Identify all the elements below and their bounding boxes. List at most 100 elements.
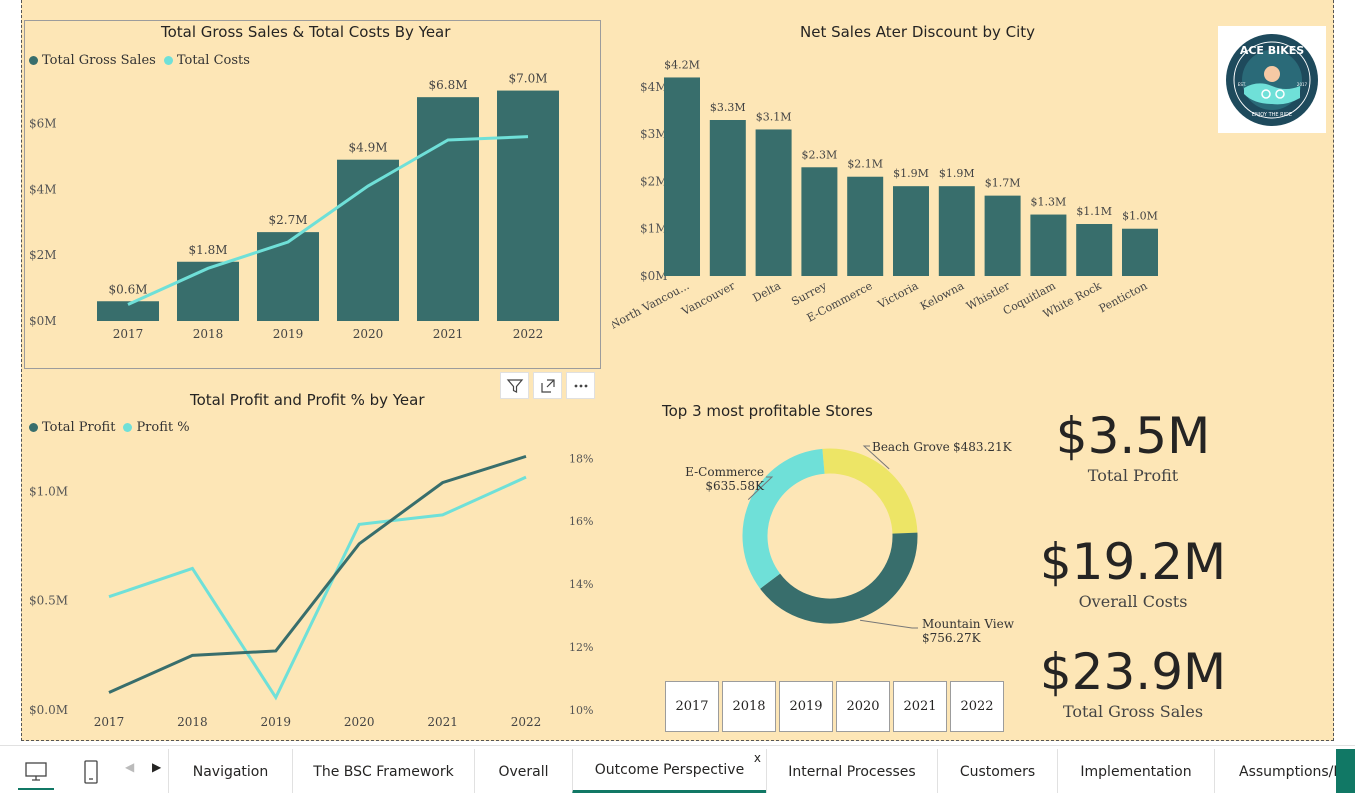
tabs-scroll-left-icon[interactable]: ◀	[125, 760, 135, 774]
slice-label-value: $756.27K	[922, 631, 982, 645]
kpi-label: Overall Costs	[1078, 592, 1188, 611]
gross-sales-costs-chart: $0M $2M $4M $6M $0.6M 2017 $1.8M 2018 $2.7M 2019 $…	[29, 72, 559, 341]
y-tick-label: $3M	[640, 127, 668, 141]
y-tick-label: $4M	[640, 80, 668, 94]
slice-label-value: $483.21K	[953, 440, 1013, 454]
bar-data-label: $0.6M	[108, 282, 147, 296]
city-sales-bar	[755, 129, 792, 276]
legend-item-profit-pct: Profit %	[136, 420, 190, 435]
gross-sales-bar	[257, 232, 319, 321]
bar-data-label: $1.0M	[1122, 210, 1158, 223]
y-tick-label: $4M	[29, 182, 57, 196]
x-tick-label: 2017	[113, 327, 144, 341]
gross-chart-legend[interactable]: Total Gross Sales Total Costs	[29, 53, 250, 68]
filter-icon[interactable]	[500, 372, 529, 399]
kpi-value: $19.2M	[1039, 533, 1227, 591]
tab-assumptions[interactable]: Assumptions/L	[1214, 749, 1336, 793]
y-tick-label: $2M	[640, 174, 668, 188]
x-tick-label: 2022	[513, 327, 544, 341]
tab-label: Overall	[498, 763, 549, 780]
svg-text:2017: 2017	[1297, 82, 1308, 87]
tab-bar-edge	[1336, 749, 1355, 793]
slice-leader-line	[859, 619, 918, 629]
y-left-tick-label: $1.0M	[29, 484, 68, 498]
year-slicer-2022[interactable]: 2022	[950, 681, 1004, 732]
bar-data-label: $6.8M	[428, 78, 467, 92]
svg-text:EST.: EST.	[1238, 82, 1246, 87]
y-right-tick-label: 14%	[569, 578, 593, 591]
y-right-tick-label: 10%	[569, 704, 593, 717]
tab-customers[interactable]: Customers	[937, 749, 1057, 793]
x-tick-label: 2020	[353, 327, 384, 341]
profit-chart: $0.0M $0.5M $1.0M 10% 12% 14% 16% 18% 2017 2018 20…	[29, 452, 593, 729]
donut-slice	[742, 448, 825, 589]
tab-label: Customers	[959, 763, 1036, 780]
stores-chart-title: Top 3 most profitable Stores	[662, 402, 873, 420]
slice-label-name: Beach Grove	[872, 440, 950, 454]
tab-label: The BSC Framework	[313, 763, 454, 780]
city-sales-bar	[1076, 224, 1113, 276]
legend-dot-icon	[123, 423, 133, 432]
profit-chart-legend[interactable]: Total Profit Profit %	[29, 420, 190, 435]
tab-label: Navigation	[192, 763, 269, 780]
tab-bsc-framework[interactable]: The BSC Framework	[292, 749, 474, 793]
year-slicer-2020[interactable]: 2020	[836, 681, 890, 732]
year-slicer-2019[interactable]: 2019	[779, 681, 833, 732]
bar-data-label: $2.3M	[802, 148, 838, 161]
legend-item-gross-sales: Total Gross Sales	[42, 53, 156, 68]
gross-sales-costs-visual[interactable]	[24, 20, 601, 369]
svg-text:ACE BIKES: ACE BIKES	[1240, 44, 1304, 57]
svg-text:ENJOY THE RIDE: ENJOY THE RIDE	[1252, 112, 1292, 118]
total-profit-line	[108, 454, 527, 694]
tab-navigation[interactable]: Navigation	[168, 749, 292, 793]
year-slicer-2018[interactable]: 2018	[722, 681, 776, 732]
legend-dot-icon	[29, 423, 38, 432]
gross-sales-bar	[337, 159, 399, 321]
city-sales-chart: $0M $1M $2M $3M $4M $4.2M North Vancou... $3.3M…	[612, 58, 1158, 332]
slice-label-value: $635.58K	[705, 479, 765, 493]
ace-bikes-logo: ACE BIKES EST. 2017 ENJOY THE RIDE	[1218, 26, 1326, 133]
y-right-tick-label: 16%	[569, 515, 593, 528]
x-tick-label: 2019	[273, 327, 304, 341]
tab-implementation[interactable]: Implementation	[1057, 749, 1214, 793]
kpi-gross-sales: $23.9M Total Gross Sales	[1003, 644, 1263, 721]
city-sales-bar	[984, 195, 1021, 276]
donut-slice	[822, 448, 918, 535]
tab-outcome-perspective[interactable]: Outcome Perspective x	[572, 749, 766, 793]
y-tick-label: $0M	[29, 314, 57, 328]
bar-data-label: $2.1M	[847, 158, 883, 171]
bar-data-label: $2.7M	[268, 213, 307, 227]
ace-bikes-logo-icon: ACE BIKES EST. 2017 ENJOY THE RIDE	[1226, 33, 1318, 126]
close-tab-icon[interactable]: x	[753, 751, 761, 765]
x-tick-label: 2021	[427, 715, 458, 729]
tab-label: Implementation	[1080, 763, 1192, 780]
x-tick-label: Victoria	[875, 279, 921, 312]
y-right-tick-label: 12%	[569, 641, 593, 654]
year-slicer: 2017 2018 2019 2020 2021 2022	[665, 681, 1004, 732]
tab-overall[interactable]: Overall	[474, 749, 572, 793]
report-page: Total Gross Sales & Total Costs By Year …	[21, 0, 1334, 741]
city-sales-bar	[893, 186, 929, 276]
more-options-icon[interactable]	[566, 372, 595, 399]
desktop-view-icon[interactable]	[18, 754, 54, 790]
gross-sales-bar	[97, 301, 159, 321]
tabs-scroll-right-icon[interactable]: ▶	[152, 760, 162, 774]
x-tick-label: 2017	[94, 715, 125, 729]
kpi-label: Total Profit	[1087, 466, 1179, 485]
y-left-tick-label: $0.5M	[29, 594, 68, 608]
x-tick-label: Delta	[751, 279, 784, 305]
slice-label-name: Mountain View	[922, 617, 1015, 631]
mobile-view-icon[interactable]	[73, 754, 109, 790]
tab-internal-processes[interactable]: Internal Processes	[766, 749, 937, 793]
x-tick-label: North Vancou...	[612, 279, 691, 332]
bar-data-label: $7.0M	[508, 72, 547, 86]
bar-data-label: $4.9M	[348, 141, 387, 155]
kpi-total-profit: $3.5M Total Profit	[1003, 408, 1263, 485]
y-right-tick-label: 18%	[569, 452, 593, 465]
x-tick-label: Kelowna	[918, 279, 967, 313]
year-slicer-2017[interactable]: 2017	[665, 681, 719, 732]
gross-sales-bar	[177, 261, 239, 321]
focus-mode-icon[interactable]	[533, 372, 562, 399]
year-slicer-2021[interactable]: 2021	[893, 681, 947, 732]
legend-dot-icon	[163, 56, 173, 65]
